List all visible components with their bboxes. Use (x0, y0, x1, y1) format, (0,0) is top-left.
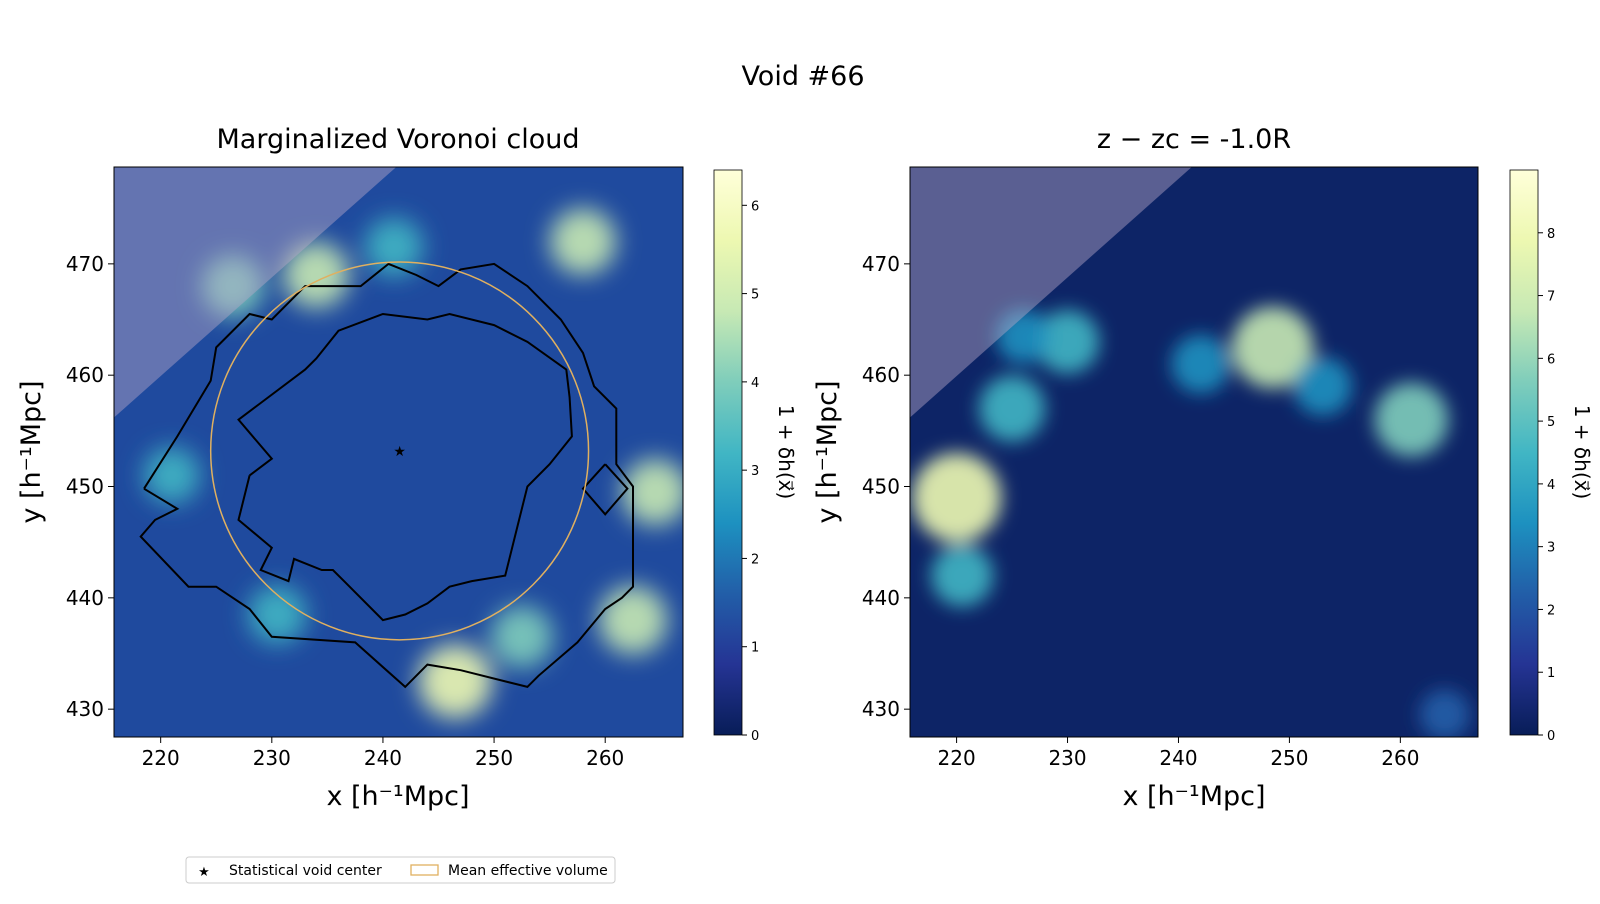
panel-2-colorbar-ticks: 0 1 2 3 4 5 6 7 8 (1538, 227, 1555, 744)
panel-1-plot-area: ★ (114, 167, 683, 737)
panel-1-title: Marginalized Voronoi cloud (216, 124, 579, 155)
panel-2-plot-area (910, 167, 1478, 737)
density-hotspot (549, 208, 617, 275)
panel-1-frame (113, 166, 684, 738)
density-hotspot (931, 544, 994, 607)
y-tick-label: 440 (66, 586, 104, 610)
legend-item-void-center: Statistical void center (229, 863, 382, 879)
panel-2-frame (909, 166, 1479, 738)
density-hotspot (248, 585, 307, 644)
panel-1-x-ticks: 220 230 240 250 260 (142, 737, 624, 770)
legend: ★ Statistical void center Mean effective… (185, 856, 616, 884)
colorbar-tick-label: 5 (1547, 415, 1555, 430)
colorbar-tick-label: 1 (1547, 666, 1555, 681)
density-hotspot (1171, 334, 1230, 394)
colorbar-tick-label: 5 (751, 288, 759, 303)
y-tick-label: 440 (862, 586, 900, 610)
panel-2-colorbar (1509, 169, 1539, 736)
density-hotspot (364, 217, 424, 277)
void-center-star-marker: ★ (393, 444, 406, 460)
colorbar-tick-label: 4 (751, 376, 759, 391)
panel-1-y-axis-label: y [h⁻¹Mpc] (16, 380, 47, 523)
panel-2-y-axis-label: y [h⁻¹Mpc] (812, 380, 843, 523)
panel-slice: z − zc = -1.0R 220 230 240 250 260 430440450… (812, 124, 1594, 812)
panel-2-x-axis-label: x [h⁻¹Mpc] (1122, 781, 1265, 812)
panel-2-colorbar-label: 1 + δh(x⃗) (1570, 405, 1594, 500)
panel-1-y-ticks: 430 440 450 460 470 (66, 252, 114, 721)
colorbar-tick-label: 7 (1547, 290, 1555, 305)
x-tick-label: 250 (475, 746, 513, 770)
x-tick-label: 240 (364, 746, 402, 770)
panel-1-x-axis-label: x [h⁻¹Mpc] (326, 781, 469, 812)
y-tick-label: 430 (66, 697, 104, 721)
panel-2-density-field (911, 306, 1470, 737)
legend-star-icon: ★ (198, 865, 210, 880)
legend-rect-icon (410, 864, 439, 876)
density-hotspot (979, 375, 1046, 442)
y-tick-label: 460 (66, 363, 104, 387)
panel-2-x-ticks: 220 230 240 250 260 (938, 737, 1419, 770)
y-tick-label: 470 (66, 252, 104, 276)
y-tick-label: 450 (862, 475, 900, 499)
y-tick-label: 430 (862, 697, 900, 721)
legend-box (185, 856, 616, 884)
panel-1-colorbar-label: 1 + δh(x⃗) (774, 405, 798, 500)
colorbar-tick-label: 0 (1547, 729, 1555, 744)
y-tick-label: 460 (862, 363, 900, 387)
density-hotspot (598, 585, 668, 655)
figure-title: Void #66 (741, 61, 864, 92)
density-hotspot (995, 309, 1051, 364)
x-tick-label: 220 (938, 746, 976, 770)
colorbar-tick-label: 8 (1547, 227, 1555, 242)
x-tick-label: 230 (1048, 746, 1086, 770)
colorbar-tick-label: 4 (1547, 478, 1555, 493)
density-hotspot (201, 255, 265, 318)
legend-item-effective-volume: Mean effective volume (448, 863, 608, 879)
panel-voronoi-cloud: Marginalized Voronoi cloud ★ 220 230 240 25… (16, 124, 798, 812)
panel-2-y-ticks: 430 440 450 460 470 (862, 252, 910, 721)
mean-effective-volume-circle (209, 261, 590, 641)
panel-2-title: z − zc = -1.0R (1097, 124, 1291, 155)
x-tick-label: 220 (142, 746, 180, 770)
density-hotspot (1231, 306, 1314, 389)
x-tick-label: 250 (1270, 746, 1308, 770)
panel-2-background (910, 167, 1478, 737)
density-hotspot (418, 644, 493, 719)
density-hotspot (1293, 357, 1352, 416)
colorbar-tick-label: 0 (751, 729, 759, 744)
density-hotspot (1035, 309, 1100, 374)
panel-1-colorbar-ticks: 0 1 2 3 4 5 6 (742, 199, 759, 744)
density-hotspot (143, 447, 200, 504)
colorbar-tick-label: 2 (751, 552, 759, 567)
panel-2-masked-region (910, 167, 1192, 418)
x-tick-label: 260 (1381, 746, 1419, 770)
density-hotspot (490, 605, 553, 668)
colorbar-tick-label: 6 (1547, 352, 1555, 367)
x-tick-label: 230 (253, 746, 291, 770)
x-tick-label: 240 (1159, 746, 1197, 770)
density-hotspot (622, 459, 683, 526)
x-tick-label: 260 (586, 746, 624, 770)
colorbar-tick-label: 3 (751, 464, 759, 479)
colorbar-tick-label: 3 (1547, 541, 1555, 556)
colorbar-tick-label: 2 (1547, 603, 1555, 618)
density-hotspot (1419, 689, 1470, 737)
side-contour (581, 463, 629, 516)
density-hotspot (1374, 382, 1449, 457)
inner-void-contour (237, 312, 573, 622)
colorbar-tick-label: 1 (751, 641, 759, 656)
panel-1-colorbar (713, 169, 743, 736)
y-tick-label: 470 (862, 252, 900, 276)
outer-void-contour (139, 262, 634, 689)
panel-1-masked-region (114, 167, 397, 418)
colorbar-tick-label: 6 (751, 199, 759, 214)
density-hotspot (911, 452, 1002, 543)
y-tick-label: 450 (66, 475, 104, 499)
